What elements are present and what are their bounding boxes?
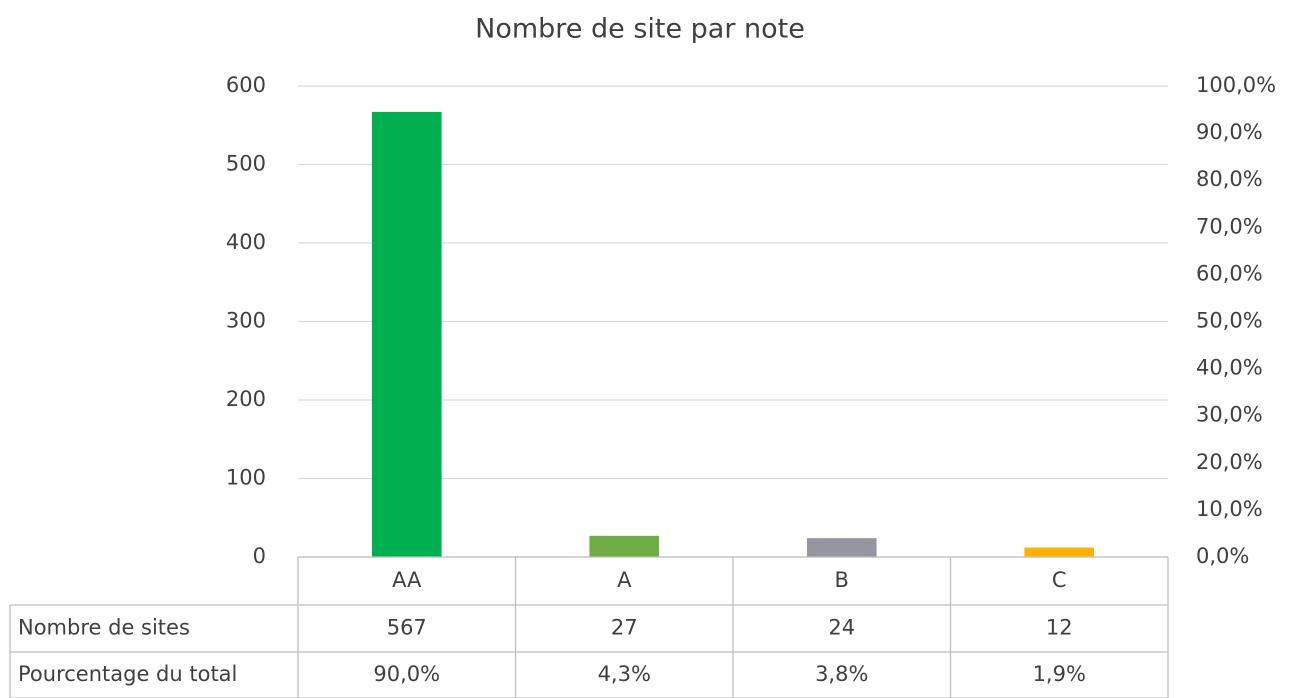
- bar: [806, 538, 877, 557]
- y-tick-label: 500: [226, 152, 266, 176]
- y2-tick-label: 0,0%: [1196, 544, 1249, 568]
- bar: [1024, 547, 1095, 557]
- y2-tick-label: 50,0%: [1196, 309, 1263, 333]
- y2-tick-label: 60,0%: [1196, 261, 1263, 285]
- table-cell: 24: [828, 616, 855, 640]
- table-row-header: Nombre de sites: [18, 616, 190, 640]
- x-tick-label: A: [617, 568, 632, 592]
- y2-tick-label: 80,0%: [1196, 167, 1263, 191]
- table-cell: 27: [611, 616, 638, 640]
- y2-tick-label: 100,0%: [1196, 73, 1276, 97]
- y-tick-label: 200: [226, 387, 266, 411]
- chart-title: Nombre de site par note: [475, 14, 805, 45]
- y-tick-label: 400: [226, 230, 266, 254]
- y-tick-label: 0: [253, 544, 266, 568]
- bar: [589, 535, 660, 557]
- table-cell: 90,0%: [373, 662, 440, 686]
- y2-tick-label: 90,0%: [1196, 120, 1263, 144]
- y-tick-label: 300: [226, 309, 266, 333]
- bar: [371, 111, 442, 557]
- table-cell: 4,3%: [598, 662, 651, 686]
- y2-tick-label: 30,0%: [1196, 403, 1263, 427]
- y-tick-label: 100: [226, 466, 266, 490]
- y-tick-label: 600: [226, 73, 266, 97]
- x-tick-label: C: [1052, 568, 1067, 592]
- y2-tick-label: 10,0%: [1196, 497, 1263, 521]
- table-cell: 3,8%: [815, 662, 868, 686]
- x-tick-label: AA: [392, 568, 422, 592]
- y2-tick-label: 20,0%: [1196, 450, 1263, 474]
- table-cell: 1,9%: [1033, 662, 1086, 686]
- y2-tick-label: 40,0%: [1196, 356, 1263, 380]
- x-tick-label: B: [835, 568, 849, 592]
- table-cell: 12: [1046, 616, 1073, 640]
- y2-tick-label: 70,0%: [1196, 214, 1263, 238]
- table-cell: 567: [387, 616, 427, 640]
- table-row-header: Pourcentage du total: [18, 662, 237, 686]
